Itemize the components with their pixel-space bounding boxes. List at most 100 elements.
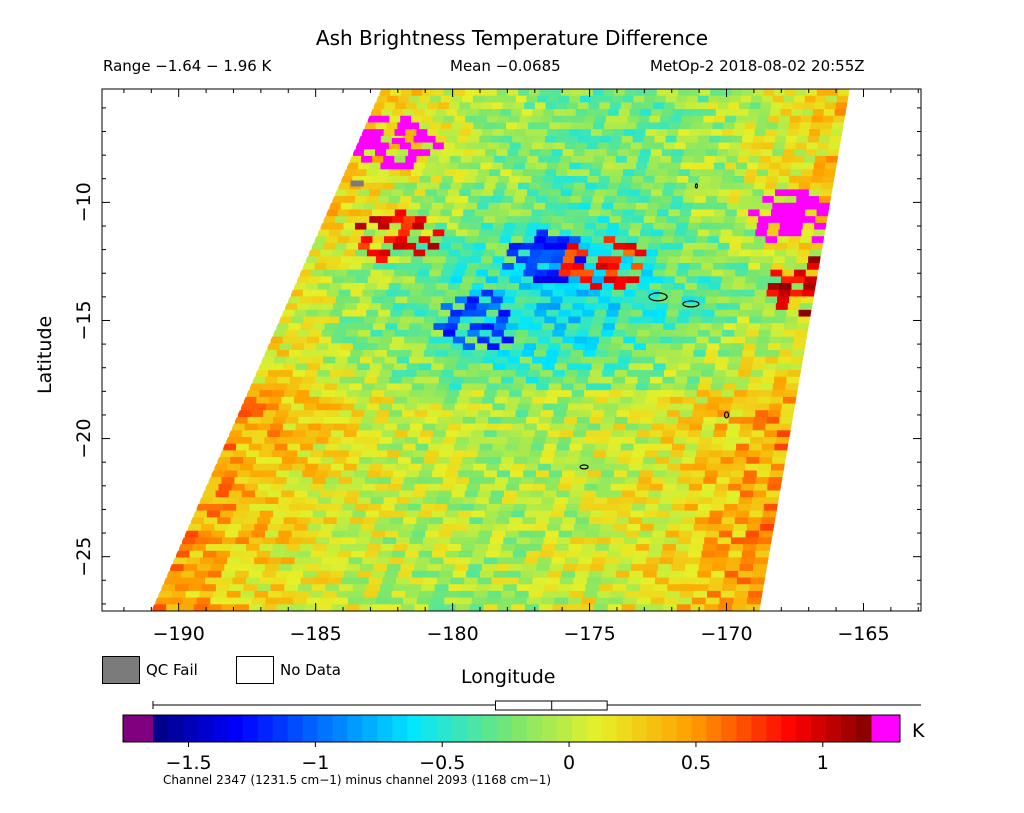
heatmap-cell [229,550,245,559]
heatmap-cell [460,216,473,224]
heatmap-cell [674,490,689,498]
heatmap-cell [289,537,304,545]
heatmap-cell [616,410,630,418]
heatmap-cell [414,524,429,532]
heatmap-cell [794,95,806,103]
heatmap-cell [311,242,325,251]
heatmap-cell [672,497,687,505]
heatmap-cell [737,109,750,117]
heatmap-cell [611,289,625,298]
heatmap-cell [329,370,344,378]
heatmap-cell [680,524,695,532]
heatmap-cell [558,483,573,492]
heatmap-cell [509,350,523,358]
heatmap-cell [468,564,483,572]
heatmap-cell [580,276,593,284]
heatmap-cell [369,396,383,405]
heatmap-cell [671,242,684,251]
heatmap-cell [432,470,446,478]
heatmap-cell [418,329,432,338]
heatmap-cell [587,524,602,532]
heatmap-cell [603,122,616,130]
heatmap-cell [358,242,371,251]
heatmap-cell [286,544,301,552]
heatmap-cell [536,383,550,391]
heatmap-cell [685,564,700,572]
heatmap-cell [517,216,531,224]
heatmap-cell [660,196,673,204]
heatmap-cell [523,343,537,351]
heatmap-cell [559,390,573,398]
heatmap-cell [509,390,523,398]
heatmap-cell [664,316,678,324]
heatmap-cell [434,463,449,472]
heatmap-cell [618,356,632,364]
heatmap-cell [805,209,818,217]
heatmap-cell [623,129,636,137]
heatmap-cell [532,242,545,251]
heatmap-cell [247,477,262,485]
heatmap-cell [496,316,509,324]
heatmap-cell [626,236,640,244]
heatmap-cell [608,490,623,498]
heatmap-cell [453,176,466,184]
heatmap-cell [283,483,298,492]
heatmap-cell [754,416,768,425]
heatmap-cell [334,597,349,605]
heatmap-cell [299,269,313,277]
heatmap-cell [639,370,653,378]
heatmap-cell [490,490,505,498]
colorbar-tick-label: 1 [817,752,829,774]
heatmap-cell [455,263,468,271]
heatmap-cell [301,410,315,418]
colorbar-segment [242,715,259,742]
heatmap-cell [765,423,779,431]
heatmap-cell [560,89,573,97]
heatmap-cell [470,102,482,110]
heatmap-cell [617,457,632,465]
heatmap-cell [557,584,573,592]
heatmap-cell [399,142,412,150]
heatmap-cell [763,503,778,512]
heatmap-cell [501,497,516,505]
heatmap-cell [501,457,515,465]
heatmap-cell [315,503,330,512]
heatmap-cell [782,269,795,277]
heatmap-cell [504,289,518,298]
heatmap-cell [426,450,440,458]
heatmap-cell [496,430,511,438]
heatmap-cell [323,450,337,458]
heatmap-cell [517,363,531,371]
heatmap-cell [687,95,699,103]
heatmap-cell [491,530,507,538]
heatmap-cell [474,242,487,251]
heatmap-cell [464,450,479,458]
heatmap-cell [317,370,331,378]
heatmap-cell [642,570,658,579]
heatmap-cell [391,162,404,170]
heatmap-cell [620,443,635,451]
heatmap-cell [423,497,438,505]
heatmap-cell [740,423,754,431]
heatmap-cell [595,490,610,498]
heatmap-cell [623,597,638,605]
heatmap-cell [635,490,649,498]
heatmap-cell [357,216,371,224]
heatmap-cell [623,383,637,391]
heatmap-cell [315,470,330,478]
heatmap-cell [506,216,519,224]
heatmap-cell [649,236,663,244]
heatmap-cell [632,350,646,358]
heatmap-cell [552,604,568,611]
heatmap-cell [369,537,384,545]
heatmap-cell [395,463,410,472]
heatmap-cell [526,95,538,103]
heatmap-cell [816,149,829,157]
heatmap-cell [770,329,784,338]
heatmap-cell [692,249,706,257]
heatmap-cell [621,604,637,611]
heatmap-cell [714,363,729,371]
heatmap-cell [692,202,705,211]
heatmap-cell [441,236,455,244]
heatmap-cell [314,289,328,298]
